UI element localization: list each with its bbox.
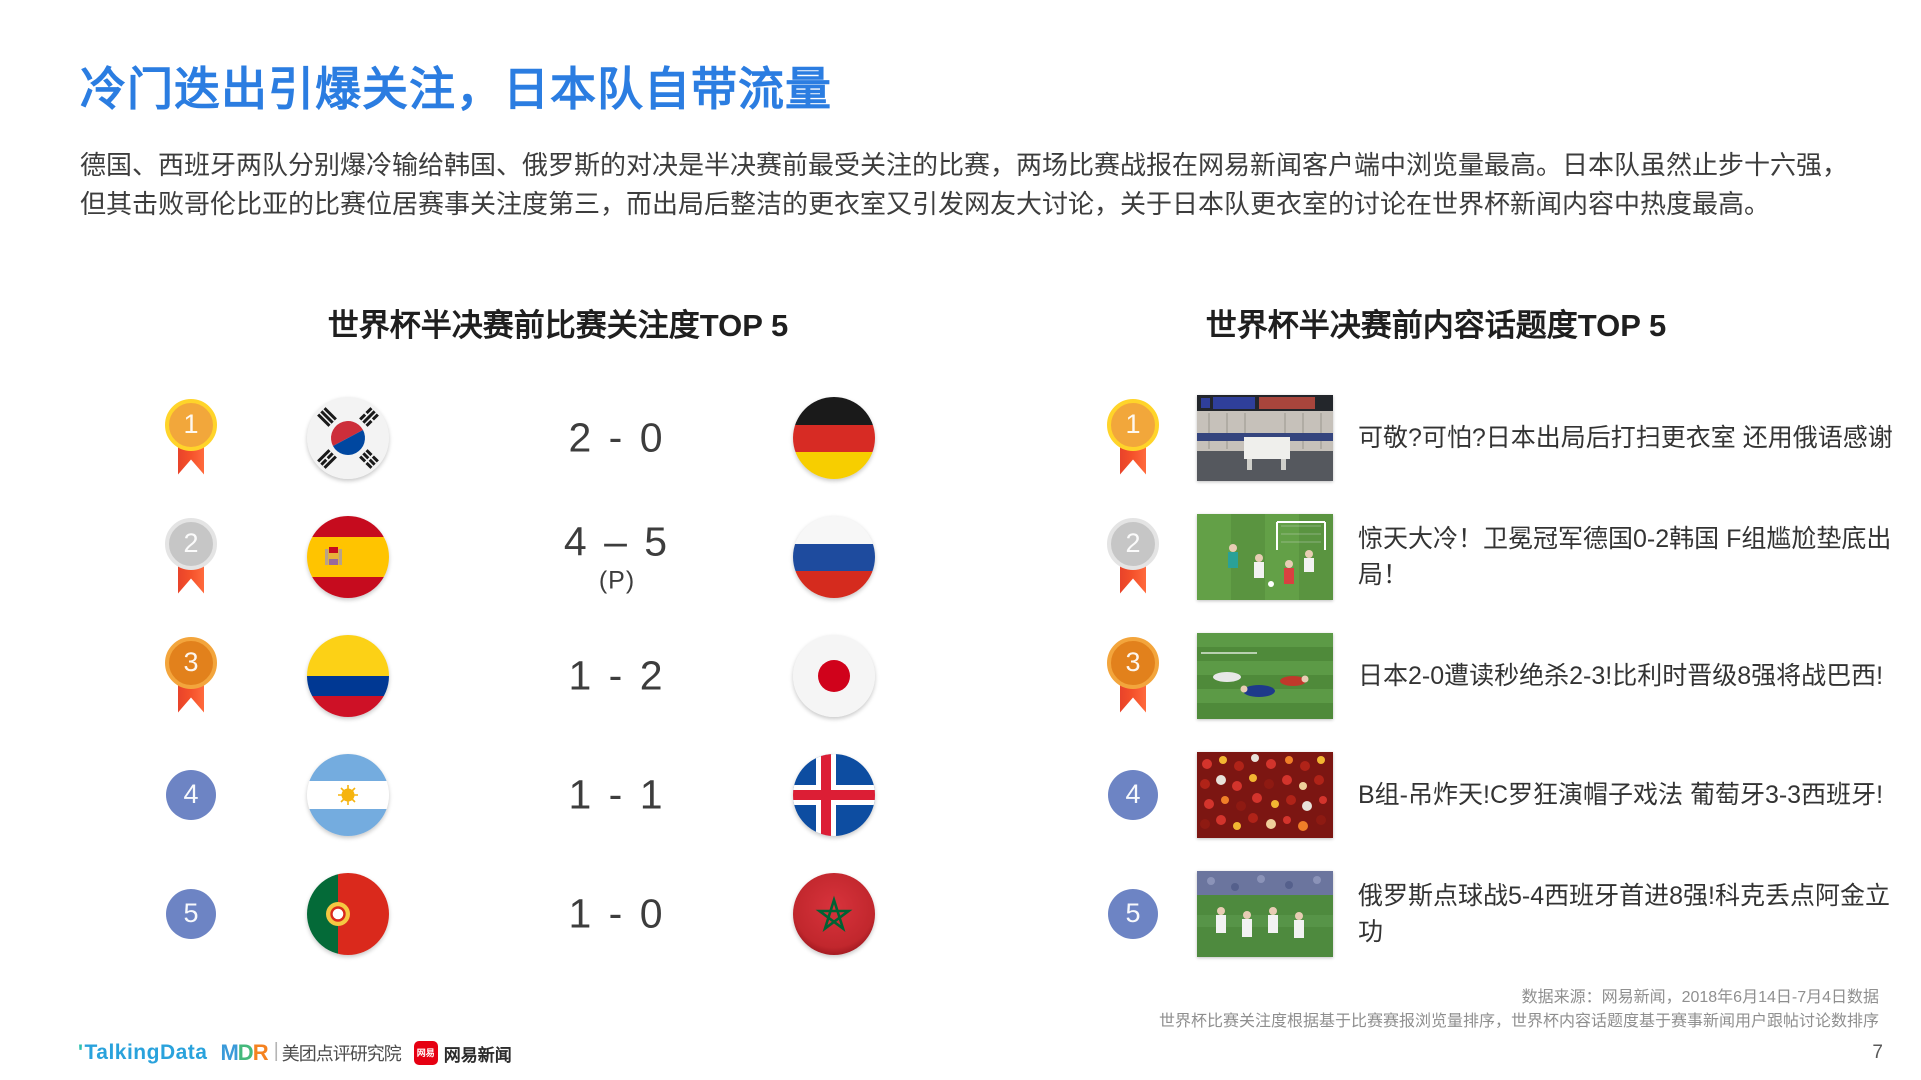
mdr-logo: M D R | 美团点评研究院 xyxy=(220,1040,402,1066)
rank-number: 4 xyxy=(1125,779,1141,809)
netease-news-app-icon: 网易 xyxy=(413,1041,438,1065)
portugal-spain-fans-photo xyxy=(1197,751,1333,838)
partner-logos: ' TalkingData M D R | 美团点评研究院 网易 网易新闻 xyxy=(78,1040,512,1066)
score-box: 4 – 5 (P) xyxy=(505,518,729,595)
topic-title: 惊天大冷！卫冕冠军德国0-2韩国 F组尴尬垫底出局！ xyxy=(1358,524,1892,589)
rank-number: 1 xyxy=(1125,409,1141,439)
japan-belgium-match-photo xyxy=(1197,632,1333,719)
germany-korea-match-photo xyxy=(1197,513,1333,600)
topic-row-4: 4 B组-吊炸天!C罗狂演帽子戏法 葡萄牙3-3西班牙! xyxy=(1105,735,1897,854)
match-score: 1 - 1 xyxy=(568,771,666,817)
page-title: 冷门迭出引爆关注，日本队自带流量 xyxy=(80,63,832,115)
silver-medal-icon: 2 xyxy=(1107,514,1159,600)
argentina-flag-icon xyxy=(307,753,389,836)
score-box: 2 - 0 xyxy=(505,414,729,461)
score-box: 1 - 0 xyxy=(505,890,729,937)
colombia-flag-icon xyxy=(307,634,389,717)
match-score: 4 – 5 xyxy=(563,518,671,564)
meituan-dianping-institute-label: 美团点评研究院 xyxy=(281,1044,402,1064)
portugal-flag-icon xyxy=(307,872,389,955)
mdr-letter-d: D xyxy=(237,1040,254,1065)
match-row-2: 2 4 – 5 (P) xyxy=(125,497,925,616)
data-source-note: 数据来源：网易新闻，2018年6月14日-7月4日数据 世界杯比赛关注度根据基于… xyxy=(1159,986,1879,1034)
morocco-flag-icon xyxy=(793,872,875,955)
rank-number: 3 xyxy=(1125,647,1141,677)
talkingdata-logo-text: TalkingData xyxy=(84,1041,208,1064)
rank-circle: 4 xyxy=(166,769,216,820)
talkingdata-logo: ' TalkingData xyxy=(78,1041,207,1065)
rank-circle: 5 xyxy=(1108,888,1158,939)
data-source-line2: 世界杯比赛关注度根据基于比赛赛报浏览量排序，世界杯内容话题度基于赛事新闻用户跟帖… xyxy=(1158,1013,1879,1030)
rank-number: 3 xyxy=(183,647,199,677)
south-korea-flag-icon xyxy=(307,396,389,479)
rank-number: 1 xyxy=(183,409,199,439)
match-row-5: 5 1 - 0 xyxy=(125,854,925,973)
bronze-medal-icon: 3 xyxy=(165,633,217,719)
mdr-letter-r: R xyxy=(252,1040,269,1065)
gold-medal-icon: 1 xyxy=(165,395,217,481)
germany-flag-icon xyxy=(793,396,875,479)
left-panel-title: 世界杯半决赛前比赛关注度TOP 5 xyxy=(327,308,789,343)
rank-number: 4 xyxy=(183,779,199,809)
logo-divider: | xyxy=(273,1040,279,1062)
topic-row-5: 5 俄罗斯点球战5-4西班牙首进8强!科克丢点阿金立功 xyxy=(1105,854,1897,973)
match-attention-list: 1 2 - 0 xyxy=(125,378,925,973)
bronze-medal-icon: 3 xyxy=(1107,633,1159,719)
match-score: 1 - 0 xyxy=(568,890,666,936)
topic-row-3: 3 日本2-0遭读秒绝杀2-3!比利时晋级8强将战巴西! xyxy=(1105,616,1897,735)
match-row-3: 3 1 - 2 xyxy=(125,616,925,735)
gold-medal-icon: 1 xyxy=(1107,395,1159,481)
mdr-letter-m: M xyxy=(220,1040,238,1065)
rank-number: 5 xyxy=(1125,898,1141,928)
score-box: 1 - 1 xyxy=(505,771,729,818)
japan-flag-icon xyxy=(793,634,875,717)
russia-spain-match-photo xyxy=(1197,870,1333,957)
topic-title: B组-吊炸天!C罗狂演帽子戏法 葡萄牙3-3西班牙! xyxy=(1358,780,1884,809)
japan-locker-room-photo xyxy=(1197,394,1333,481)
rank-circle: 5 xyxy=(166,888,216,939)
right-panel-title: 世界杯半决赛前内容话题度TOP 5 xyxy=(1205,308,1667,343)
topic-title: 可敬?可怕?日本出局后打扫更衣室 还用俄语感谢 xyxy=(1358,423,1893,452)
match-score: 2 - 0 xyxy=(568,414,666,460)
netease-news-logo: 网易 网易新闻 xyxy=(413,1041,512,1066)
page-number: 7 xyxy=(1872,1042,1883,1063)
rank-number: 2 xyxy=(183,528,199,558)
topic-row-2: 2 惊天大冷！卫冕冠军德国0-2韩 xyxy=(1105,497,1897,616)
rank-number: 5 xyxy=(183,898,199,928)
rank-circle: 4 xyxy=(1108,769,1158,820)
penalty-note: (P) xyxy=(598,566,636,594)
content-topic-list: 1 可敬?可怕?日本出局后打扫更衣室 还用俄语感谢 xyxy=(1105,378,1897,973)
match-row-1: 1 2 - 0 xyxy=(125,378,925,497)
netease-news-label: 网易新闻 xyxy=(443,1045,512,1065)
topic-title: 俄罗斯点球战5-4西班牙首进8强!科克丢点阿金立功 xyxy=(1358,881,1890,946)
data-source-line1: 数据来源：网易新闻，2018年6月14日-7月4日数据 xyxy=(1521,989,1879,1006)
score-box: 1 - 2 xyxy=(505,652,729,699)
spain-flag-icon xyxy=(307,515,389,598)
iceland-flag-icon xyxy=(793,753,875,836)
intro-paragraph: 德国、西班牙两队分别爆冷输给韩国、俄罗斯的对决是半决赛前最受关注的比赛，两场比赛… xyxy=(80,150,1849,219)
silver-medal-icon: 2 xyxy=(165,514,217,600)
russia-flag-icon xyxy=(793,515,875,598)
topic-title: 日本2-0遭读秒绝杀2-3!比利时晋级8强将战巴西! xyxy=(1358,661,1884,690)
talkingdata-tick-icon: ' xyxy=(78,1041,84,1064)
match-row-4: 4 1 - 1 xyxy=(125,735,925,854)
rank-number: 2 xyxy=(1125,528,1141,558)
topic-row-1: 1 可敬?可怕?日本出局后打扫更衣室 还用俄语感谢 xyxy=(1105,378,1897,497)
match-score: 1 - 2 xyxy=(568,652,666,698)
